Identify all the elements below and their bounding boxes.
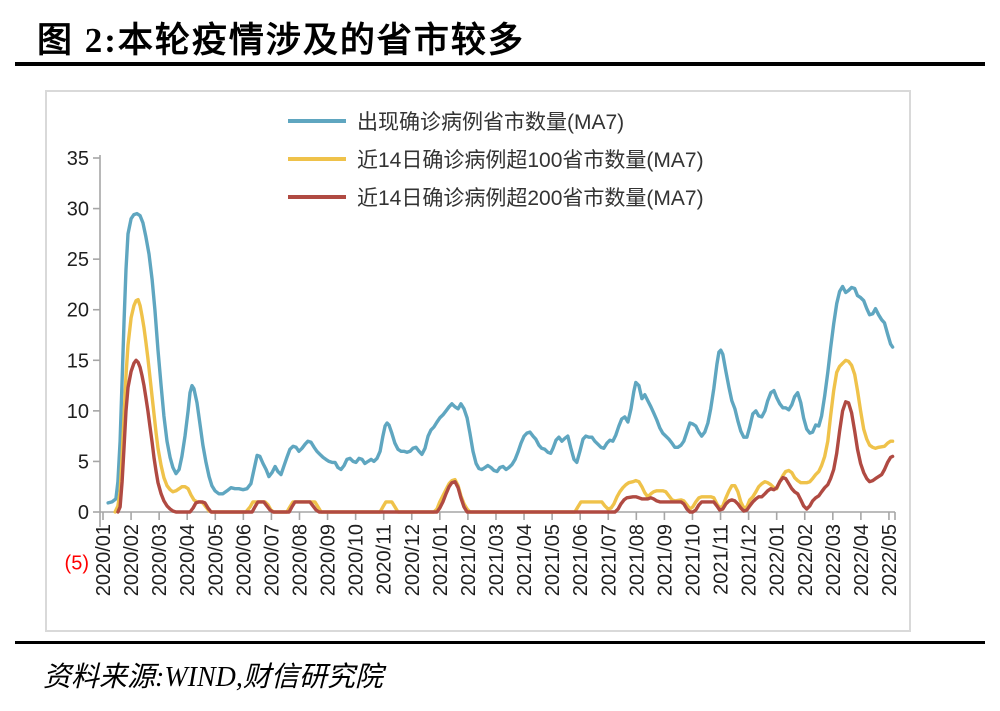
svg-text:2020/01: 2020/01: [93, 524, 115, 596]
legend: 出现确诊病例省市数量(MA7) 近14日确诊病例超100省市数量(MA7) 近1…: [288, 108, 704, 222]
svg-text:2021/04: 2021/04: [514, 524, 536, 596]
legend-item-confirmed: 出现确诊病例省市数量(MA7): [288, 108, 704, 134]
legend-line-swatch-over200: [288, 195, 346, 199]
svg-text:35: 35: [67, 148, 89, 170]
svg-text:(5): (5): [65, 553, 89, 575]
title-rule: [15, 62, 985, 66]
footer-rule: [15, 641, 985, 644]
svg-text:2021/06: 2021/06: [570, 524, 592, 596]
legend-label-over100: 近14日确诊病例超100省市数量(MA7): [357, 149, 704, 172]
svg-text:2021/07: 2021/07: [598, 524, 620, 596]
svg-text:2020/02: 2020/02: [121, 524, 143, 596]
covid-provinces-line-chart: 35 30 25 20 15 10 5 0 (5) 2020/01 2020/02 2020/03 20…: [45, 90, 911, 632]
chart-frame: 35 30 25 20 15 10 5 0 (5) 2020/01 2020/02 2020/03 20…: [45, 90, 911, 632]
figure-title: 图 2:本轮疫情涉及的省市较多: [37, 21, 525, 60]
svg-text:2021/01: 2021/01: [430, 524, 452, 596]
svg-text:2021/02: 2021/02: [458, 524, 480, 596]
legend-item-over200: 近14日确诊病例超200省市数量(MA7): [288, 184, 704, 210]
svg-text:2020/05: 2020/05: [205, 524, 227, 596]
svg-text:10: 10: [67, 401, 89, 423]
svg-text:2021/12: 2021/12: [739, 524, 761, 596]
svg-text:15: 15: [67, 350, 89, 372]
svg-text:2021/11: 2021/11: [711, 524, 733, 595]
svg-text:2022/04: 2022/04: [851, 524, 873, 596]
svg-text:2020/10: 2020/10: [346, 524, 368, 596]
legend-line-swatch-over100: [288, 157, 346, 161]
svg-text:2020/04: 2020/04: [177, 524, 199, 596]
source-note: 资料来源:WIND,财信研究院: [43, 662, 383, 693]
svg-text:2022/03: 2022/03: [823, 524, 845, 596]
svg-text:2021/08: 2021/08: [626, 524, 648, 596]
svg-text:2020/07: 2020/07: [261, 524, 283, 596]
svg-text:2020/12: 2020/12: [402, 524, 424, 596]
svg-text:5: 5: [78, 451, 89, 473]
legend-label-over200: 近14日确诊病例超200省市数量(MA7): [357, 187, 704, 210]
svg-text:0: 0: [78, 502, 89, 524]
svg-text:2020/06: 2020/06: [233, 524, 255, 596]
svg-text:2020/03: 2020/03: [149, 524, 171, 596]
svg-text:2021/09: 2021/09: [654, 524, 676, 596]
svg-text:2022/02: 2022/02: [795, 524, 817, 596]
svg-text:20: 20: [67, 300, 89, 322]
svg-text:2021/05: 2021/05: [542, 524, 564, 596]
svg-text:2020/11: 2020/11: [374, 524, 396, 595]
svg-text:25: 25: [67, 249, 89, 271]
svg-text:2022/01: 2022/01: [767, 524, 789, 596]
svg-text:2022/05: 2022/05: [879, 524, 901, 596]
legend-line-swatch-confirmed: [288, 119, 346, 123]
legend-label-confirmed: 出现确诊病例省市数量(MA7): [357, 111, 625, 134]
svg-text:30: 30: [67, 199, 89, 221]
svg-text:2021/10: 2021/10: [682, 524, 704, 596]
svg-text:2020/09: 2020/09: [318, 524, 340, 596]
legend-item-over100: 近14日确诊病例超100省市数量(MA7): [288, 146, 704, 172]
svg-text:2021/03: 2021/03: [486, 524, 508, 596]
svg-text:2020/08: 2020/08: [289, 524, 311, 596]
